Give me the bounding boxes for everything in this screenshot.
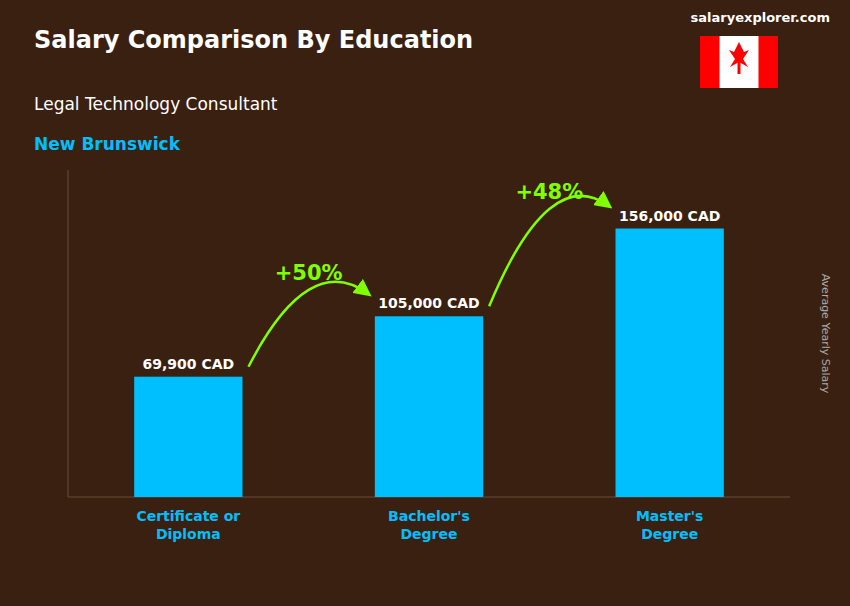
x-tick-label-line: Degree (400, 526, 457, 542)
percent-annotation: +50% (275, 261, 343, 285)
x-tick-label: Certificate or Diploma (136, 508, 240, 542)
flag-stem (738, 62, 741, 74)
flag (700, 36, 778, 88)
value-label: 105,000 CAD (378, 295, 479, 311)
bar (134, 377, 242, 497)
x-tick-label-line: Diploma (156, 526, 221, 542)
arrow (248, 282, 368, 367)
bars (134, 229, 724, 497)
x-tick-label: Master's Degree (636, 508, 703, 542)
subtitle: New Brunswick (34, 134, 181, 154)
flag-field (700, 36, 778, 88)
value-label: 69,900 CAD (143, 356, 235, 372)
subtitle: Legal Technology Consultant (34, 94, 278, 114)
background (0, 0, 850, 606)
y-axis-label: Average Yearly Salary (819, 274, 832, 394)
x-tick-label-line: Master's (636, 508, 703, 524)
bar (375, 316, 483, 497)
title: Salary Comparison By Education (34, 26, 473, 54)
chart-svg: Salary Comparison By Education Legal Tech… (0, 0, 850, 606)
chart-container: Salary Comparison By Education Legal Tech… (0, 0, 850, 606)
bar (616, 229, 724, 497)
watermark: salaryexplorer.com (691, 10, 830, 25)
x-tick-label-line: Bachelor's (388, 508, 470, 524)
value-label: 156,000 CAD (619, 208, 720, 224)
percent-annotation: +48% (515, 180, 583, 204)
x-tick-label-line: Degree (641, 526, 698, 542)
flag-band (759, 36, 779, 88)
flag-band (700, 36, 720, 88)
y-axis-line (68, 170, 69, 497)
x-tick-label-line: Certificate or (136, 508, 240, 524)
arrow (489, 196, 609, 306)
x-tick-label: Bachelor's Degree (388, 508, 470, 542)
